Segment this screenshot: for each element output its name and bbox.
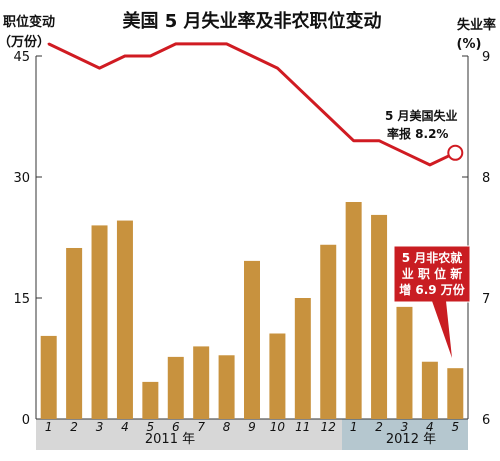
right-axis-title: 失业率 <box>457 17 496 33</box>
bar-10 <box>269 333 286 419</box>
x-tick-label: 12 <box>321 420 336 434</box>
bar-1 <box>40 335 57 419</box>
bar-4 <box>116 220 133 419</box>
line-series <box>47 42 464 167</box>
line-point <box>225 42 228 46</box>
jobs-callout-box <box>393 245 471 303</box>
left-axis-title: 职位变动 <box>3 14 55 30</box>
line-point <box>428 163 432 167</box>
x-tick-label: 3 <box>401 420 409 434</box>
chart-title: 美国 5 月失业率及非农职位变动 <box>122 10 381 32</box>
bar-9 <box>244 260 260 419</box>
bar-7 <box>193 346 210 419</box>
jobs-callout-line3: 增 6.9 万份 <box>399 282 466 297</box>
left-tick-label: 45 <box>13 50 30 65</box>
x-tick-label: 5 <box>451 420 459 434</box>
x-tick-label: 2 <box>375 420 383 434</box>
x-tick-label: 5 <box>147 420 155 434</box>
line-point <box>403 151 406 154</box>
x-tick-label: 2 <box>70 420 78 434</box>
jobs-callout-line2: 业 职 位 新 <box>402 266 463 281</box>
line-point <box>199 42 203 46</box>
right-axis-ticks: 6 7 8 9 <box>462 50 490 428</box>
bar-17 <box>447 368 464 419</box>
bar-2 <box>66 247 83 419</box>
x-tick-label: 11 <box>295 420 310 434</box>
bar-15 <box>396 306 413 419</box>
x-tick-label: 4 <box>121 420 129 434</box>
left-tick-label: 0 <box>22 413 30 428</box>
x-tick-label: 1 <box>350 420 358 434</box>
left-tick-label: 15 <box>13 292 30 307</box>
line-point <box>301 91 305 94</box>
right-tick-label: 8 <box>482 171 490 186</box>
x-tick-label: 1 <box>45 420 53 434</box>
bar-12 <box>320 244 337 419</box>
x-tick-label: 6 <box>172 420 180 434</box>
x-tick-label: 9 <box>248 420 256 434</box>
bar-series <box>40 202 464 419</box>
year-label-2012: 2012 年 <box>386 432 436 447</box>
bar-13 <box>345 202 362 419</box>
right-tick-label: 9 <box>482 50 490 65</box>
unemployment-annotation-line2: 率报 8.2% <box>387 126 448 141</box>
year-band-2012 <box>342 419 468 450</box>
line-point <box>352 139 355 142</box>
left-axis-unit: （万份） <box>0 34 50 50</box>
line-point <box>149 54 152 58</box>
x-tick-label: 10 <box>270 420 286 434</box>
bar-8 <box>218 355 235 419</box>
year-band-2011 <box>36 419 342 450</box>
left-axis-ticks: 0 15 30 45 <box>13 50 42 428</box>
jobs-callout: 5 月非农就 业 职 位 新 增 6.9 万份 <box>393 245 471 358</box>
unemployment-annotation-line1: 5 月美国失业 <box>385 108 458 123</box>
line-point <box>47 42 50 46</box>
right-axis-unit: (%) <box>457 37 482 52</box>
bar-6 <box>167 356 184 419</box>
x-axis-labels: 1 2 3 4 5 6 7 8 9 10 11 12 1 2 3 4 5 <box>45 420 459 434</box>
jobs-callout-line1: 5 月非农就 <box>402 250 463 265</box>
left-tick-label: 30 <box>13 171 30 186</box>
line-point <box>98 66 101 70</box>
x-tick-label: 8 <box>223 420 231 434</box>
line-point <box>276 66 279 70</box>
line-point <box>250 54 254 58</box>
bar-5 <box>142 381 159 419</box>
line-point <box>327 115 330 118</box>
jobs-callout-pointer <box>432 301 452 358</box>
year-label-2011: 2011 年 <box>145 432 195 447</box>
right-tick-label: 6 <box>482 413 490 428</box>
bar-14 <box>371 214 388 419</box>
right-tick-label: 7 <box>482 292 490 307</box>
x-tick-label: 7 <box>197 420 205 434</box>
line-point-latest <box>447 144 464 161</box>
x-tick-label: 4 <box>426 420 434 434</box>
line-point <box>123 54 127 58</box>
bar-3 <box>91 225 108 419</box>
bar-16 <box>421 361 438 419</box>
line-point <box>377 139 381 142</box>
unemployment-line <box>48 42 456 167</box>
x-tick-label: 3 <box>96 420 104 434</box>
line-point <box>174 42 177 46</box>
bar-11 <box>294 298 311 419</box>
line-point <box>72 54 76 58</box>
